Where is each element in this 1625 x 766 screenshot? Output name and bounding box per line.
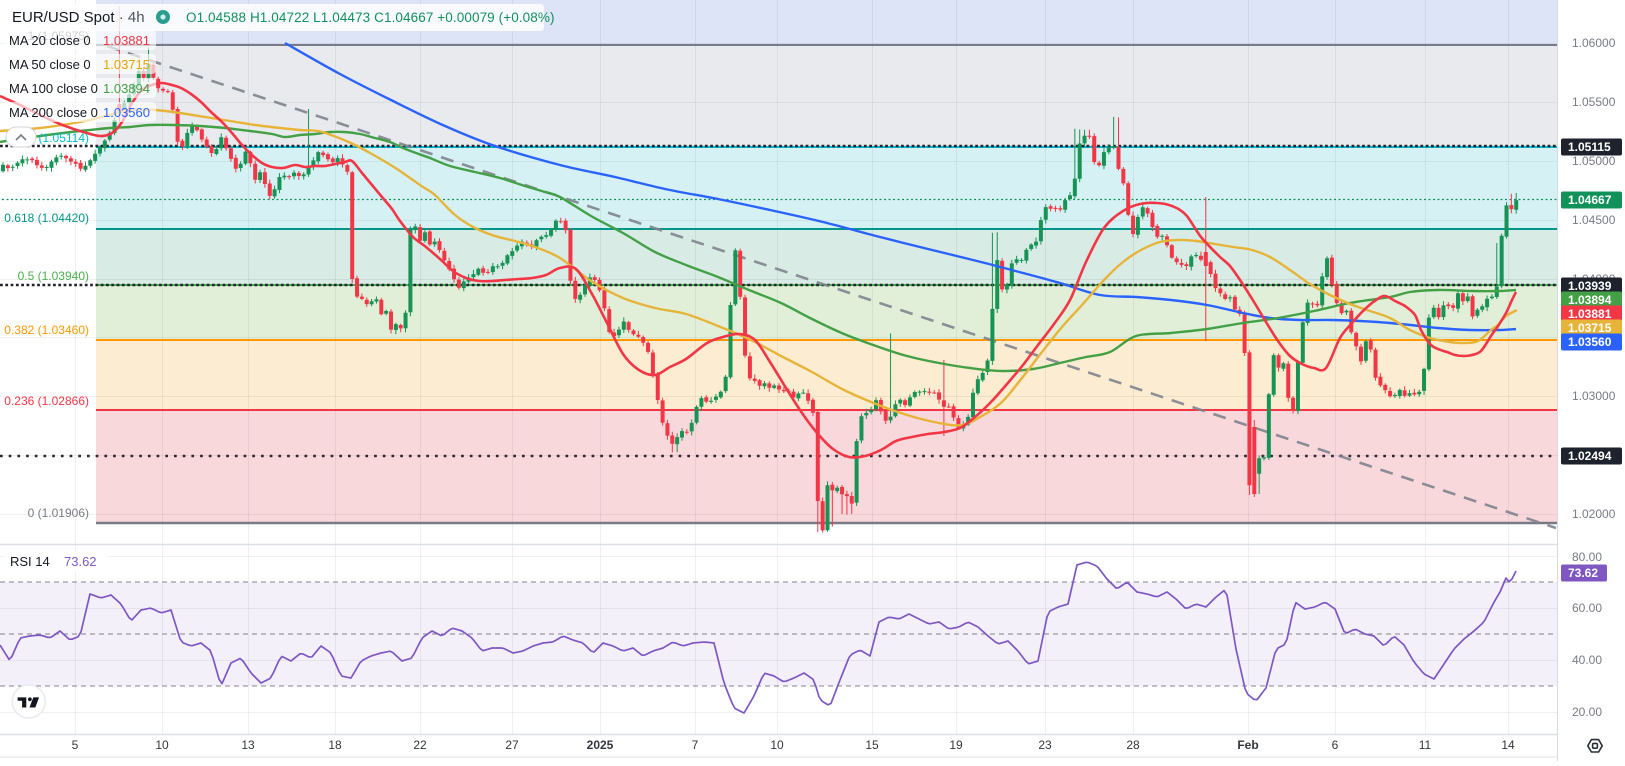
svg-text:1.04667: 1.04667 <box>1568 193 1612 207</box>
svg-text:Feb: Feb <box>1237 738 1258 752</box>
svg-text:0.236 (1.02866): 0.236 (1.02866) <box>4 394 89 408</box>
svg-text:27: 27 <box>505 738 519 752</box>
svg-text:1.05115: 1.05115 <box>1568 140 1611 154</box>
svg-text:MA 200 close 0: MA 200 close 0 <box>9 105 98 120</box>
svg-text:O1.04588 H1.04722 L1.04473: O1.04588 H1.04722 L1.04473 C1.04667 +0.0… <box>186 10 555 25</box>
svg-text:11: 11 <box>1419 738 1432 752</box>
svg-text:1.03000: 1.03000 <box>1572 389 1616 403</box>
svg-text:1.03894: 1.03894 <box>103 81 150 96</box>
svg-text:1.02000: 1.02000 <box>1572 507 1616 521</box>
svg-text:0.618 (1.04420): 0.618 (1.04420) <box>4 211 89 225</box>
svg-text:73.62: 73.62 <box>1568 566 1598 580</box>
svg-text:MA 100 close 0: MA 100 close 0 <box>9 81 98 96</box>
svg-text:1.03560: 1.03560 <box>1568 335 1612 349</box>
svg-text:1.02494: 1.02494 <box>1568 449 1612 463</box>
svg-text:7: 7 <box>692 738 699 752</box>
svg-text:MA 50 close 0: MA 50 close 0 <box>9 57 91 72</box>
svg-text:0.5 (1.03940): 0.5 (1.03940) <box>18 269 89 283</box>
svg-text:1.03881: 1.03881 <box>103 33 150 48</box>
svg-text:1.03715: 1.03715 <box>103 57 150 72</box>
svg-text:1.05000: 1.05000 <box>1572 154 1616 168</box>
svg-text:23: 23 <box>1038 738 1052 752</box>
svg-text:20.00: 20.00 <box>1572 705 1602 719</box>
svg-text:40.00: 40.00 <box>1572 653 1602 667</box>
svg-text:EUR/USD Spot · 4h: EUR/USD Spot · 4h <box>12 9 145 26</box>
svg-text:10: 10 <box>770 738 784 752</box>
svg-text:1.06000: 1.06000 <box>1572 36 1616 50</box>
svg-text:60.00: 60.00 <box>1572 601 1602 615</box>
svg-text:1.05500: 1.05500 <box>1572 95 1616 109</box>
svg-text:1.03881: 1.03881 <box>1568 307 1612 321</box>
svg-text:6: 6 <box>1332 738 1339 752</box>
svg-text:80.00: 80.00 <box>1572 550 1602 564</box>
svg-text:5: 5 <box>72 738 79 752</box>
svg-text:MA 20 close 0: MA 20 close 0 <box>9 33 91 48</box>
svg-text:1.04500: 1.04500 <box>1572 213 1616 227</box>
svg-text:10: 10 <box>155 738 169 752</box>
svg-text:0 (1.01906): 0 (1.01906) <box>28 506 89 520</box>
svg-text:2025: 2025 <box>587 738 614 752</box>
svg-text:1.03894: 1.03894 <box>1568 293 1612 307</box>
svg-text:0.382 (1.03460): 0.382 (1.03460) <box>4 323 89 337</box>
svg-text:RSI 14: RSI 14 <box>10 554 50 569</box>
svg-text:73.62: 73.62 <box>64 554 97 569</box>
svg-text:18: 18 <box>328 738 342 752</box>
svg-text:1.03715: 1.03715 <box>1568 321 1612 335</box>
svg-text:1.03560: 1.03560 <box>103 105 150 120</box>
svg-text:1.03939: 1.03939 <box>1568 279 1612 293</box>
svg-text:13: 13 <box>241 738 255 752</box>
svg-text:14: 14 <box>1501 738 1515 752</box>
svg-text:28: 28 <box>1126 738 1140 752</box>
svg-text:15: 15 <box>865 738 879 752</box>
svg-text:19: 19 <box>949 738 963 752</box>
svg-text:22: 22 <box>413 738 427 752</box>
